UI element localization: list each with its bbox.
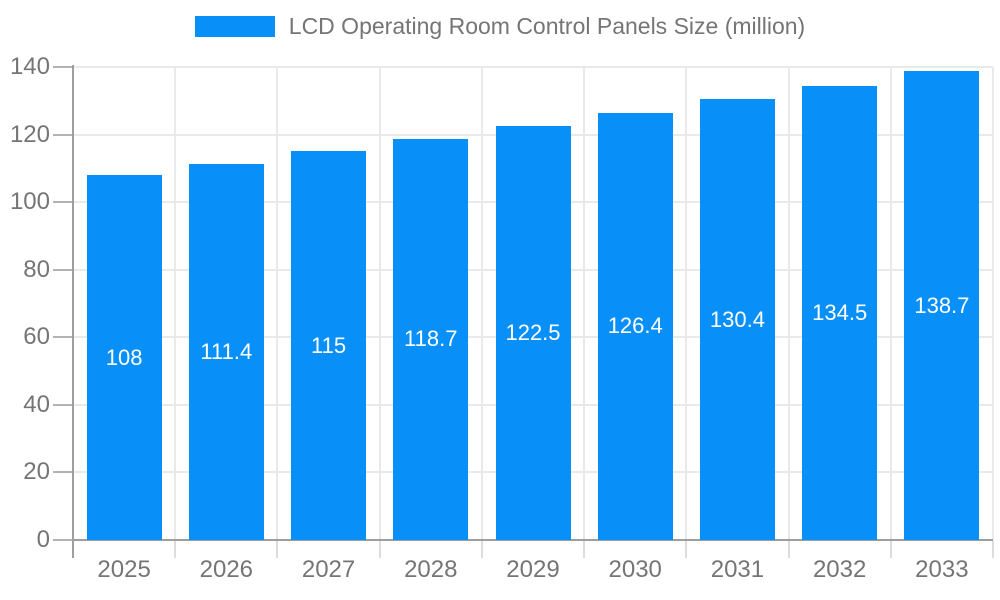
x-tick-label: 2033 [915,556,969,583]
bar-value-label: 111.4 [200,338,253,364]
bar: 126.4 [597,112,673,540]
y-axis-tick [53,471,73,474]
bar: 115 [291,151,367,540]
x-tick-label: 2031 [710,556,765,583]
bar: 111.4 [188,163,264,540]
x-axis-tick [992,541,994,558]
y-axis-tick [53,201,73,204]
legend[interactable]: LCD Operating Room Control Panels Size (… [0,13,1000,40]
y-axis-tick [53,66,73,68]
bar-value-label: 122.5 [505,320,561,346]
gridline-vertical [378,67,381,540]
x-axis-tick [685,541,688,558]
x-tick-label: 2030 [608,556,662,583]
x-axis-tick [276,541,279,558]
bar-value-label: 134.5 [812,299,868,325]
y-axis-line [72,65,74,558]
gridline-vertical [174,67,177,540]
legend-label: LCD Operating Room Control Panels Size (… [288,13,806,39]
x-axis-tick [480,541,483,558]
gridline-vertical [685,67,688,540]
gridline-vertical [583,67,586,540]
x-tick-label: 2027 [301,556,356,583]
gridline-vertical [276,67,279,540]
y-axis-tick [53,403,73,406]
bar: 138.7 [904,71,980,540]
y-tick-label: 100 [9,188,50,216]
gridline-vertical [480,67,483,540]
x-tick-label: 2032 [812,556,867,583]
gridline-horizontal [73,66,993,68]
bar-value-label: 118.7 [404,326,458,352]
x-axis-tick [787,541,790,558]
y-axis-tick [53,336,73,339]
bar-value-label: 138.7 [914,292,970,318]
y-axis-tick [53,539,73,541]
x-tick-label: 2028 [404,556,458,583]
x-axis-line [73,539,993,541]
x-tick-label: 2029 [506,556,560,583]
y-tick-label: 20 [23,458,50,486]
bar-value-label: 126.4 [607,313,663,339]
x-tick-label: 2025 [97,556,151,583]
x-tick-label: 2026 [199,556,254,583]
bar-value-label: 108 [105,344,143,370]
bar-value-label: 130.4 [709,306,765,332]
bar: 130.4 [699,99,775,540]
y-tick-label: 80 [23,255,50,283]
y-tick-label: 0 [36,526,50,553]
bar: 134.5 [802,85,878,540]
gridline-vertical [992,67,994,540]
y-tick-label: 60 [23,323,50,351]
gridline-vertical [787,67,790,540]
y-axis-tick [53,133,73,136]
x-axis-tick [889,541,892,558]
y-axis-tick [53,268,73,271]
bar-value-label: 115 [311,332,347,358]
x-axis-tick [174,541,177,558]
y-tick-label: 140 [9,53,50,80]
legend-swatch [194,16,275,37]
bar: 118.7 [393,138,469,540]
bar: 122.5 [495,126,571,540]
bar: 108 [86,175,162,540]
x-axis-tick [583,541,586,558]
x-axis-tick [378,541,381,558]
gridline-vertical [889,67,892,540]
y-tick-label: 40 [23,390,50,418]
y-tick-label: 120 [9,120,50,148]
